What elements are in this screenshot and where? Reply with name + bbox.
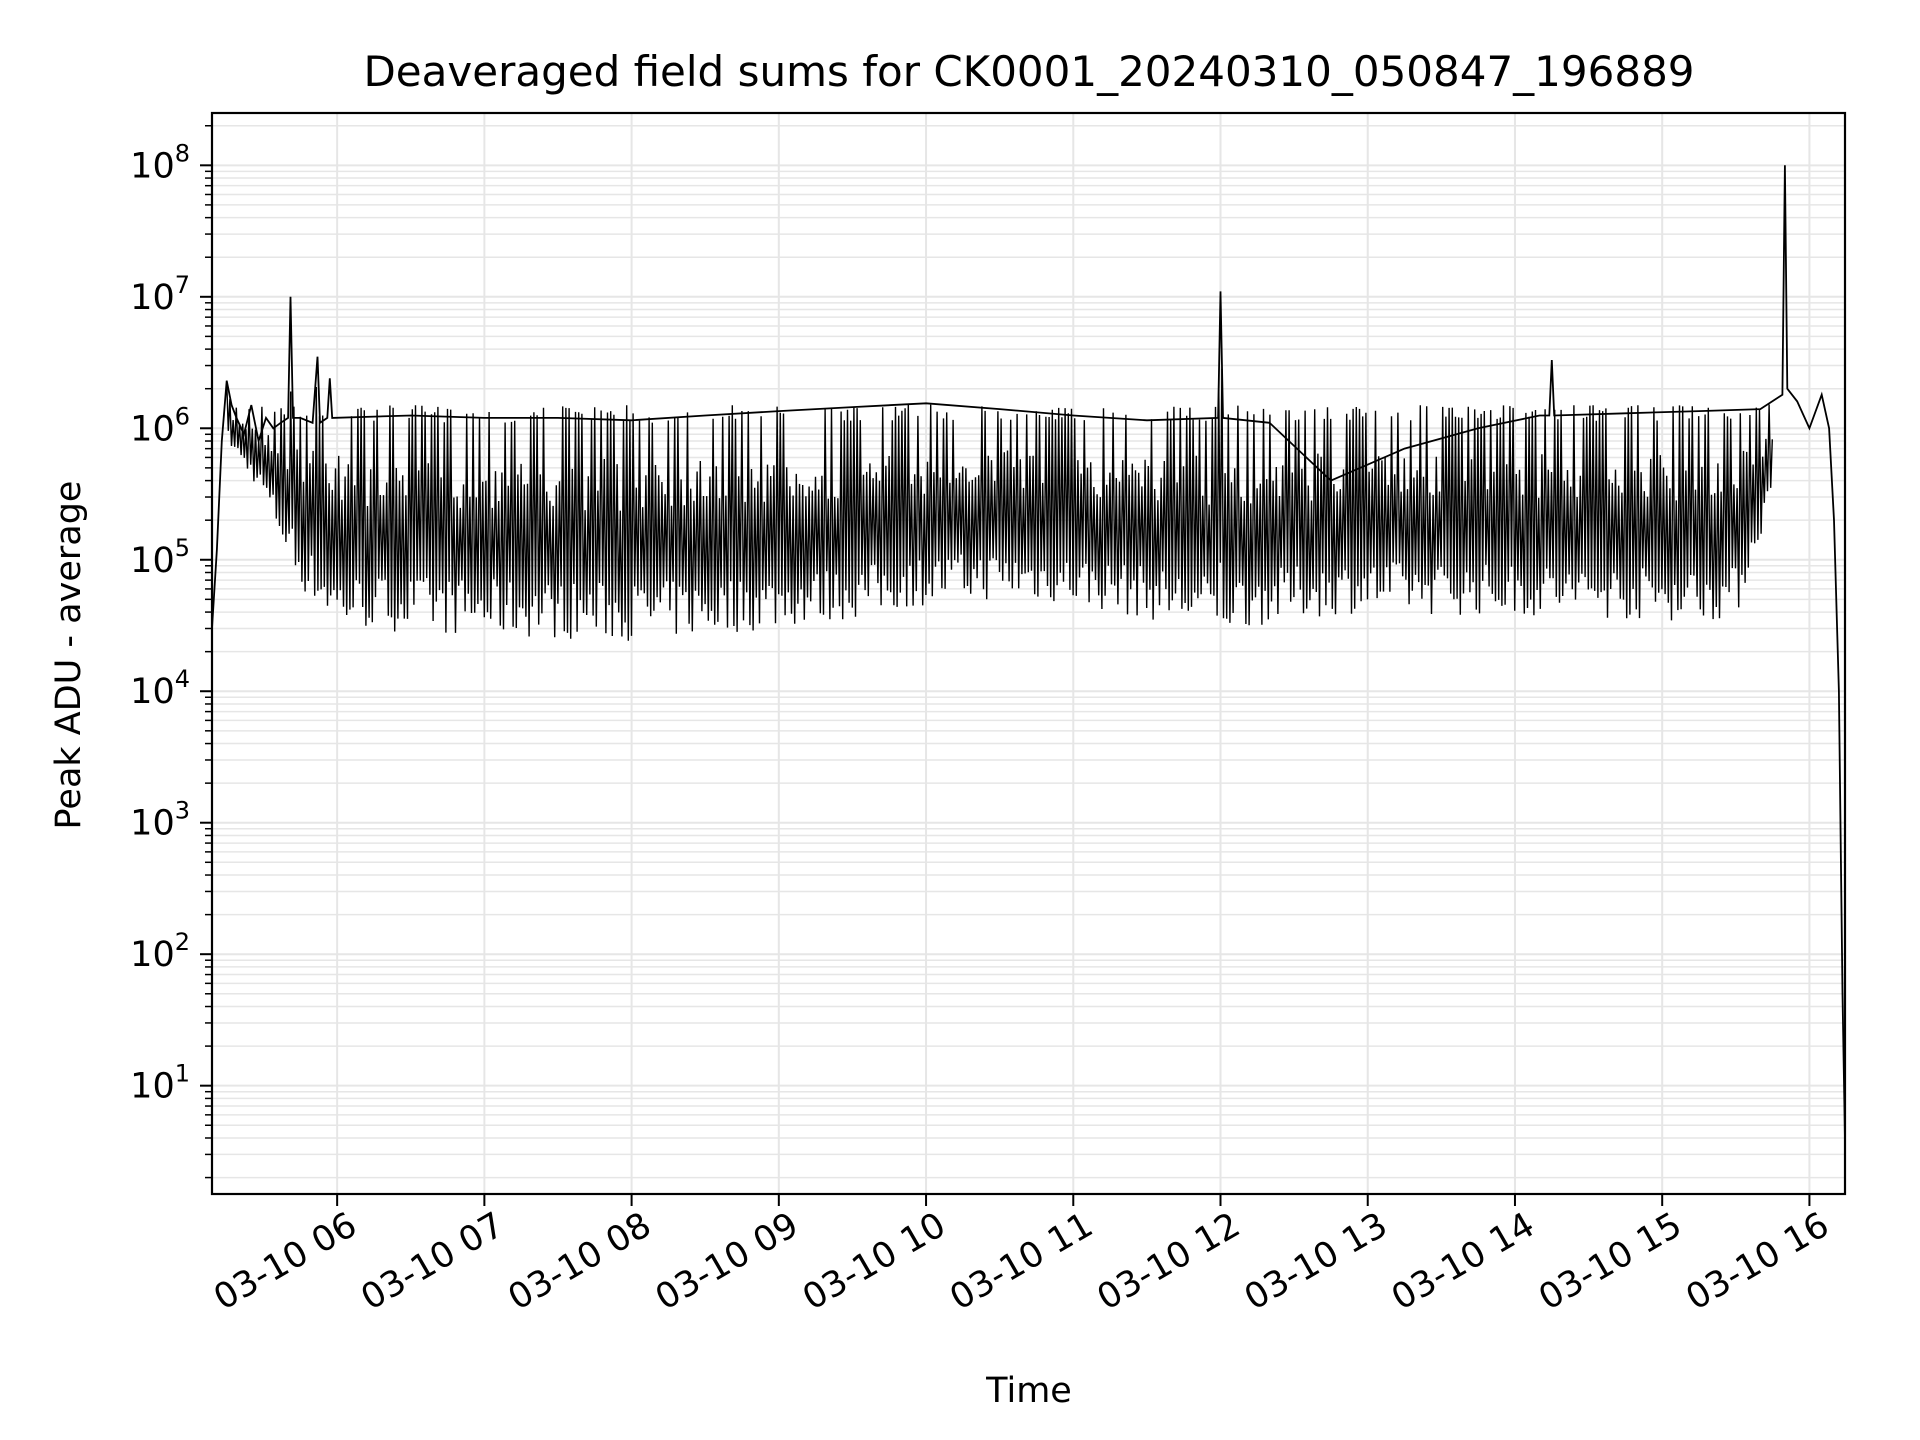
data-line — [211, 165, 1846, 1141]
y-tick-label: 102 — [130, 928, 190, 975]
grid-layer — [212, 113, 1845, 1194]
data-band — [226, 368, 1773, 641]
y-tick-label: 108 — [130, 139, 190, 186]
y-axis-label: Peak ADU - average — [49, 481, 89, 830]
y-tick-label: 101 — [130, 1060, 190, 1107]
y-tick-label: 103 — [130, 797, 190, 844]
y-tick-label: 106 — [130, 402, 190, 449]
y-tick-label: 107 — [130, 271, 190, 318]
x-axis-label: Time — [985, 1371, 1072, 1411]
data-layer — [211, 165, 1846, 1141]
plot-frame — [210, 111, 1847, 1196]
y-tick-label: 104 — [130, 665, 190, 712]
chart-title: Deaveraged field sums for CK0001_2024031… — [363, 47, 1694, 96]
y-tick-label: 105 — [130, 534, 190, 581]
